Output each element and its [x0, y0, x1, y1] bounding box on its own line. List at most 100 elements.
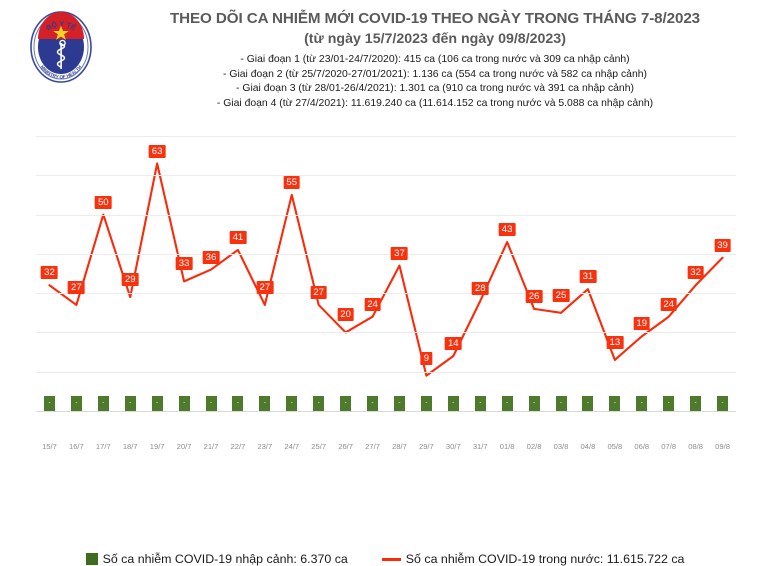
imported-cases-bar-label: -: [129, 400, 132, 406]
x-axis-tick: 05/8: [607, 442, 623, 451]
imported-cases-bar-label: -: [210, 400, 212, 406]
domestic-cases-data-label: 9: [420, 351, 433, 365]
x-axis-tick: 24/7: [284, 442, 300, 451]
imported-cases-bar-label: -: [452, 400, 455, 406]
x-axis-tick: 25/7: [311, 442, 327, 451]
x-axis-tick: 07/8: [661, 442, 677, 451]
imported-cases-bar-label: -: [290, 400, 293, 406]
domestic-cases-data-label: 31: [579, 270, 597, 284]
x-axis-tick: 26/7: [338, 442, 353, 451]
x-axis-tick: 02/8: [526, 442, 542, 451]
domestic-cases-data-label: 36: [202, 250, 220, 264]
imported-cases-bar: [151, 396, 163, 411]
imported-cases-bar: [313, 396, 325, 411]
gridline: [36, 175, 736, 177]
domestic-cases-data-label: 24: [364, 297, 381, 311]
domestic-cases-data-label: 63: [148, 144, 166, 158]
imported-cases-bar: [70, 396, 82, 411]
imported-cases-bar: [528, 396, 540, 411]
domestic-cases-data-label: 29: [121, 273, 139, 287]
domestic-cases-data-label: 27: [256, 280, 274, 294]
imported-cases-bar: [636, 396, 648, 411]
page-title: THEO DÕI CA NHIỄM MỚI COVID-19 THEO NGÀY…: [169, 10, 701, 27]
imported-cases-bar-label: -: [533, 400, 536, 406]
domestic-cases-data-label: 26: [525, 289, 543, 303]
imported-cases-bar: [367, 396, 379, 411]
x-axis-tick: 15/7: [42, 442, 57, 451]
axis-baseline: [36, 411, 736, 412]
x-axis-tick: 16/7: [68, 442, 84, 451]
imported-cases-bar-label: -: [613, 400, 616, 406]
x-axis-tick: 22/7: [230, 442, 246, 451]
domestic-cases-data-label: 50: [94, 195, 112, 209]
legend-item-imported: Số ca nhiễm COVID-19 nhập cảnh: 6.370 ca: [85, 552, 348, 566]
legend-item-domestic: Số ca nhiễm COVID-19 trong nước: 11.615.…: [381, 552, 685, 566]
gridline: [36, 214, 736, 216]
imported-cases-bar-label: -: [344, 400, 347, 406]
imported-cases-bar-label: -: [371, 400, 374, 406]
imported-cases-bar-label: -: [156, 400, 159, 406]
imported-cases-bar-label: -: [183, 400, 186, 406]
imported-cases-bar: [43, 396, 55, 411]
chart-legend: Số ca nhiễm COVID-19 nhập cảnh: 6.370 ca…: [0, 552, 770, 566]
domestic-cases-data-label: 41: [229, 230, 247, 244]
imported-cases-bar: [232, 396, 244, 411]
imported-cases-bar: [420, 396, 432, 411]
imported-cases-bar: [447, 396, 459, 411]
x-axis-tick: 18/7: [122, 442, 138, 451]
imported-cases-bar: [205, 396, 217, 411]
x-axis-tick: 23/7: [257, 442, 273, 451]
domestic-cases-data-label: 20: [337, 308, 354, 322]
imported-cases-bar: [124, 396, 136, 411]
x-axis-tick: 27/7: [365, 442, 380, 451]
imported-cases-bar: [286, 396, 298, 411]
page-subtitle: (từ ngày 15/7/2023 đến ngày 09/8/2023): [304, 31, 566, 47]
legend-label-domestic: Số ca nhiễm COVID-19 trong nước: 11.615.…: [405, 552, 685, 566]
x-axis-tick: 04/8: [580, 442, 596, 451]
imported-cases-bar: [717, 396, 729, 411]
imported-cases-bar-label: -: [75, 400, 78, 406]
imported-cases-bar-label: -: [102, 400, 105, 406]
phase-line: - Giai đoạn 4 (từ 27/4/2021): 11.619.240…: [216, 97, 654, 109]
imported-cases-bar-label: -: [694, 400, 697, 406]
x-axis-tick: 01/8: [499, 442, 515, 451]
phase-summary-list: - Giai đoạn 1 (từ 23/01-24/7/2020): 415 …: [105, 53, 765, 111]
x-axis-tick: 03/8: [553, 442, 569, 451]
x-axis-tick: 17/7: [95, 442, 111, 451]
gridline: [36, 293, 736, 295]
imported-cases-bar: [663, 396, 675, 411]
domestic-cases-data-label: 43: [498, 223, 516, 237]
imported-cases-bar: [690, 396, 702, 411]
x-axis-tick: 19/7: [149, 442, 165, 451]
gridline: [36, 253, 736, 255]
imported-cases-bar-label: -: [667, 400, 670, 406]
x-axis-tick: 29/7: [418, 442, 434, 451]
domestic-cases-data-label: 39: [714, 238, 731, 252]
imported-cases-bar-label: -: [506, 400, 509, 406]
domestic-cases-data-label: 32: [687, 266, 704, 280]
x-axis-tick: 09/8: [715, 442, 730, 451]
x-axis-tick: 31/7: [472, 442, 488, 451]
imported-cases-bar-label: -: [721, 400, 724, 406]
x-axis-tick: 28/7: [392, 442, 407, 451]
phase-line: - Giai đoạn 1 (từ 23/01-24/7/2020): 415 …: [240, 54, 630, 65]
x-axis-tick: 20/7: [176, 442, 192, 451]
imported-cases-bar: [609, 396, 621, 411]
imported-cases-bar: [501, 396, 513, 411]
x-axis-tick: 21/7: [203, 442, 219, 451]
imported-cases-bar: [393, 396, 405, 411]
green-square-icon: [85, 553, 98, 565]
domestic-cases-data-label: 14: [444, 337, 462, 350]
imported-cases-bar: [259, 396, 271, 411]
domestic-cases-data-label: 33: [175, 257, 193, 271]
imported-cases-bar: [474, 396, 486, 411]
x-axis-tick: 08/8: [688, 442, 703, 451]
report-header: BỘ Y TẾ MINISTRY OF HEALTH THEO DÕI CA N…: [0, 0, 770, 118]
domestic-cases-data-label: 32: [41, 266, 58, 280]
imported-cases-bar-label: -: [263, 400, 266, 406]
domestic-cases-data-label: 27: [310, 285, 328, 299]
imported-cases-bar-label: -: [640, 400, 643, 406]
imported-cases-bar-label: -: [317, 400, 320, 406]
domestic-cases-data-label: 25: [552, 288, 570, 302]
domestic-cases-data-label: 13: [606, 335, 624, 349]
